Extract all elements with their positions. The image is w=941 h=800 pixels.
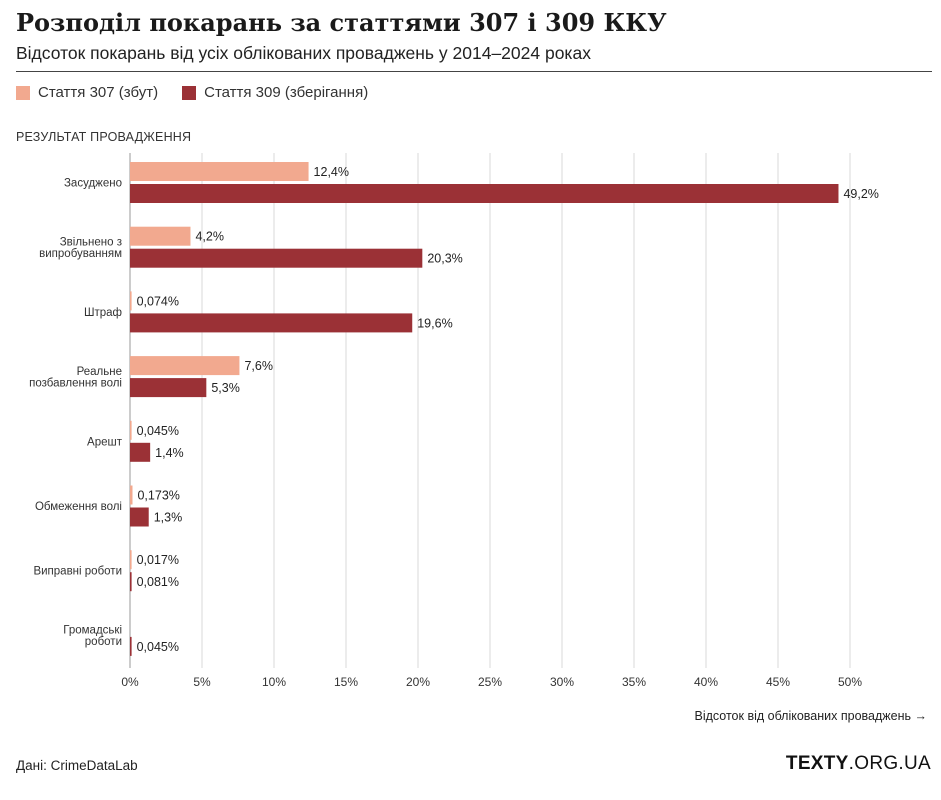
data-label-307-6: 0,017% xyxy=(137,553,179,567)
data-label-307-0: 12,4% xyxy=(314,165,349,179)
bar-307-4 xyxy=(130,420,132,440)
category-label-6-0: Виправні роботи xyxy=(33,566,122,578)
bar-309-0 xyxy=(130,184,839,203)
category-label-2-0: Штраф xyxy=(84,307,122,319)
legend-label-309: Стаття 309 (зберігання) xyxy=(204,84,369,101)
data-label-307-5: 0,173% xyxy=(137,489,179,503)
category-label-7-0: Громадські xyxy=(63,625,122,637)
legend-label-307: Стаття 307 (збут) xyxy=(38,84,159,101)
data-label-307-1: 4,2% xyxy=(195,230,224,244)
x-axis-title: Відсоток від облікованих проваджень → xyxy=(694,709,927,723)
bar-307-0 xyxy=(130,162,309,181)
x-tick-label-20: 20% xyxy=(406,675,430,689)
category-axis-label: РЕЗУЛЬТАТ ПРОВАДЖЕННЯ xyxy=(16,130,192,144)
data-label-309-1: 20,3% xyxy=(427,252,462,266)
bar-309-4 xyxy=(130,442,151,462)
brand-logo: TEXTY.ORG.UA xyxy=(786,753,931,775)
bar-309-2 xyxy=(130,313,413,333)
brand-bold: TEXTY xyxy=(785,753,849,774)
data-label-307-3: 7,6% xyxy=(244,359,273,373)
bar-309-5 xyxy=(130,507,149,527)
data-label-307-2: 0,074% xyxy=(137,294,179,308)
category-label-1-0: Звільнено з xyxy=(60,236,122,248)
chart-subtitle: Відсоток покарань від усіх облікованих п… xyxy=(16,43,591,63)
data-label-307-4: 0,045% xyxy=(137,424,179,438)
data-label-309-5: 1,3% xyxy=(154,511,183,525)
category-label-1-1: випробуванням xyxy=(39,248,122,260)
category-label-0-0: Засуджено xyxy=(64,178,122,190)
x-tick-label-50: 50% xyxy=(838,675,862,689)
data-label-309-0: 49,2% xyxy=(843,187,878,201)
data-label-309-2: 19,6% xyxy=(417,316,452,330)
bar-307-2 xyxy=(130,291,132,311)
bar-309-7 xyxy=(130,636,132,656)
data-label-309-3: 5,3% xyxy=(211,381,240,395)
data-source: Дані: CrimeDataLab xyxy=(16,758,138,773)
x-tick-label-45: 45% xyxy=(766,675,790,689)
category-label-3-0: Реальне xyxy=(77,366,122,378)
category-label-3-1: позбавлення волі xyxy=(29,377,122,389)
x-tick-label-30: 30% xyxy=(550,675,574,689)
legend-swatch-307 xyxy=(16,85,30,100)
bar-307-5 xyxy=(130,485,133,505)
bar-307-1 xyxy=(130,226,191,246)
data-label-309-7: 0,045% xyxy=(137,640,179,654)
x-tick-label-35: 35% xyxy=(622,675,646,689)
bar-309-6 xyxy=(130,572,132,592)
x-tick-label-25: 25% xyxy=(478,675,502,689)
x-tick-label-0: 0% xyxy=(121,675,139,689)
legend-item-307: Стаття 307 (збут) xyxy=(16,84,158,101)
bar-307-6 xyxy=(130,550,132,570)
data-label-309-6: 0,081% xyxy=(137,575,179,589)
legend-item-309: Стаття 309 (зберігання) xyxy=(182,84,368,101)
bar-309-1 xyxy=(130,248,423,268)
chart-title: Розподіл покарань за статтями 307 і 309 … xyxy=(16,8,667,37)
category-label-7-1: роботи xyxy=(85,636,122,648)
category-label-4-0: Арешт xyxy=(87,436,123,448)
bar-307-3 xyxy=(130,356,240,376)
brand-rest: .ORG.UA xyxy=(848,753,931,774)
bar-chart: 0% 5% 10% 15% 20% 25% 30% 35% 40% 45% 50% 12,4% 49,2… xyxy=(29,153,879,689)
bar-309-3 xyxy=(130,378,207,398)
data-label-309-4: 1,4% xyxy=(155,446,184,460)
x-tick-label-40: 40% xyxy=(694,675,718,689)
legend-swatch-309 xyxy=(182,85,197,100)
title-divider xyxy=(16,71,932,72)
x-tick-label-10: 10% xyxy=(262,675,286,689)
legend: Стаття 307 (збут) Стаття 309 (зберігання… xyxy=(16,84,392,101)
x-tick-label-5: 5% xyxy=(193,675,211,689)
x-tick-label-15: 15% xyxy=(334,675,358,689)
category-label-5-0: Обмеження волі xyxy=(35,501,122,513)
